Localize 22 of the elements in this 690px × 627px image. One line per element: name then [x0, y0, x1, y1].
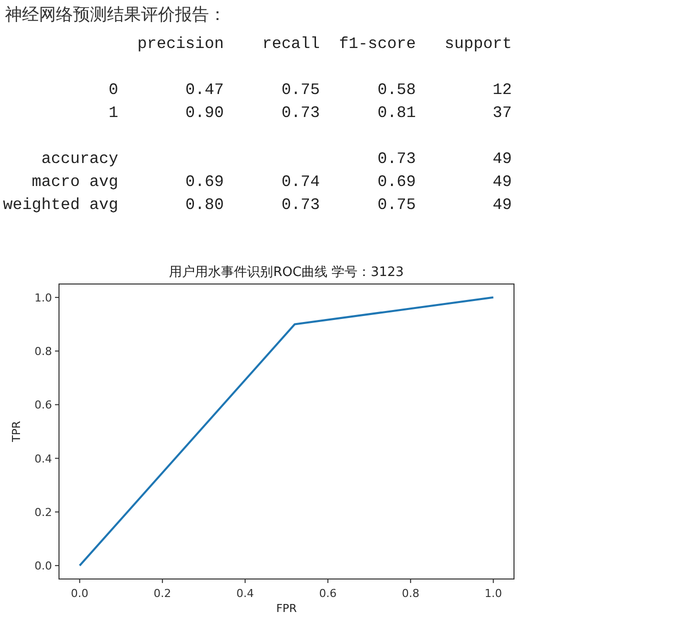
- x-axis-title: FPR: [276, 602, 298, 615]
- y-tick-label: 0.0: [34, 560, 52, 573]
- y-tick-label: 0.2: [34, 506, 52, 519]
- text: 1 0.90 0.73 0.81 37: [3, 104, 512, 122]
- x-tick-label: 0.0: [70, 587, 88, 600]
- x-tick-label: 0.4: [236, 587, 254, 600]
- text: macro avg 0.69 0.74 0.69 49: [3, 173, 512, 191]
- text: 神经网络预测结果评价报告：: [5, 5, 226, 25]
- x-tick-label: 1.0: [484, 587, 502, 600]
- x-tick-label: 0.6: [319, 587, 337, 600]
- y-tick-label: 0.6: [34, 398, 52, 412]
- x-tick-label: 0.8: [402, 587, 420, 600]
- text: 0 0.47 0.75 0.58 12: [3, 81, 512, 99]
- text: accuracy 0.73 49: [3, 150, 512, 168]
- y-tick-label: 0.4: [34, 452, 52, 466]
- y-tick-label: 0.8: [34, 345, 52, 358]
- y-axis-title: TPR: [10, 420, 23, 443]
- y-tick-label: 1.0: [34, 291, 52, 304]
- x-tick-label: 0.2: [154, 587, 172, 600]
- text: weighted avg 0.80 0.73 0.75 49: [3, 196, 512, 214]
- chart-title: 用户用水事件识别ROC曲线 学号：3123: [169, 265, 404, 280]
- text: precision recall f1-score support: [3, 35, 512, 53]
